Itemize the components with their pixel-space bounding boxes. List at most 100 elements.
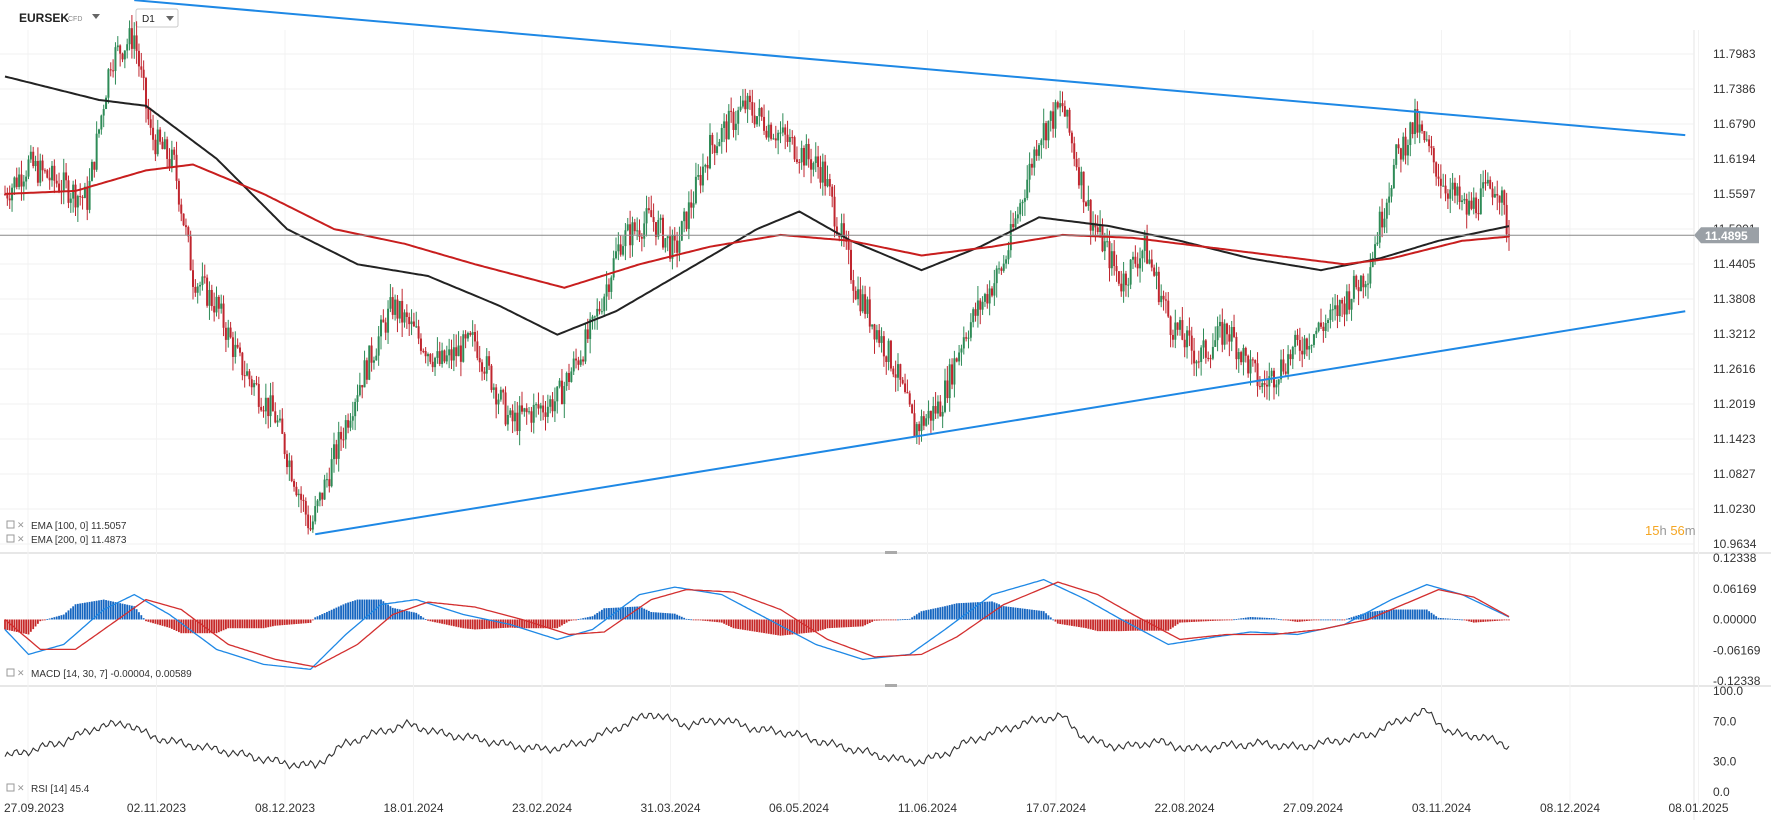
candle[interactable] xyxy=(196,283,199,304)
candle[interactable] xyxy=(46,168,49,179)
candle[interactable] xyxy=(1204,339,1207,364)
candle[interactable] xyxy=(330,447,333,488)
candle[interactable] xyxy=(401,288,404,337)
candle[interactable] xyxy=(1174,309,1177,349)
candle[interactable] xyxy=(1038,142,1040,161)
candle[interactable] xyxy=(598,301,601,315)
candle[interactable] xyxy=(560,369,563,405)
candle[interactable] xyxy=(107,68,110,104)
candle[interactable] xyxy=(311,515,314,533)
candle[interactable] xyxy=(121,52,124,63)
pane-resize-handle[interactable] xyxy=(885,684,897,687)
candle[interactable] xyxy=(610,275,613,299)
candle[interactable] xyxy=(927,400,930,425)
candle[interactable] xyxy=(1073,136,1076,167)
candle[interactable] xyxy=(774,125,777,149)
candle[interactable] xyxy=(1207,351,1210,362)
candle[interactable] xyxy=(640,233,643,252)
candle[interactable] xyxy=(788,128,791,153)
candle[interactable] xyxy=(356,384,359,412)
candle[interactable] xyxy=(1256,352,1259,397)
candle[interactable] xyxy=(1439,164,1442,199)
candle[interactable] xyxy=(253,379,256,396)
candle[interactable] xyxy=(1310,344,1313,353)
candle[interactable] xyxy=(842,213,845,247)
candle[interactable] xyxy=(723,113,726,143)
candle[interactable] xyxy=(62,158,65,205)
candle[interactable] xyxy=(231,331,234,371)
candle[interactable] xyxy=(147,98,150,126)
candle[interactable] xyxy=(899,363,902,387)
candle[interactable] xyxy=(826,165,829,188)
candle[interactable] xyxy=(41,154,44,182)
candle[interactable] xyxy=(370,337,373,372)
candle[interactable] xyxy=(314,495,317,525)
candle[interactable] xyxy=(445,345,448,365)
candle[interactable] xyxy=(1479,173,1482,215)
candle[interactable] xyxy=(222,295,225,337)
candle[interactable] xyxy=(650,195,653,218)
candle[interactable] xyxy=(918,421,921,445)
candle[interactable] xyxy=(929,410,932,433)
candle[interactable] xyxy=(464,330,467,349)
candle[interactable] xyxy=(1470,192,1473,211)
candle[interactable] xyxy=(1075,151,1078,171)
candle[interactable] xyxy=(1362,273,1365,299)
rsi-legend[interactable]: ✕ RSI [14] 45.4 xyxy=(6,783,90,795)
candle[interactable] xyxy=(911,403,914,414)
candle[interactable] xyxy=(713,144,716,166)
candle[interactable] xyxy=(192,259,194,300)
candle[interactable] xyxy=(1404,127,1407,165)
candle[interactable] xyxy=(756,115,758,127)
candle[interactable] xyxy=(854,286,857,301)
candle[interactable] xyxy=(1221,308,1224,353)
candle[interactable] xyxy=(1108,230,1111,282)
candle[interactable] xyxy=(441,342,444,368)
candle[interactable] xyxy=(382,309,385,323)
candle[interactable] xyxy=(459,336,462,377)
candle[interactable] xyxy=(577,356,580,371)
candle[interactable] xyxy=(915,421,918,445)
candle[interactable] xyxy=(988,280,991,316)
candle[interactable] xyxy=(563,381,566,419)
candle[interactable] xyxy=(1376,232,1379,246)
ema200-legend[interactable]: ✕ EMA [200, 0] 11.4873 xyxy=(6,534,127,546)
candle[interactable] xyxy=(450,339,453,369)
candle[interactable] xyxy=(347,413,350,434)
candle[interactable] xyxy=(791,130,794,145)
candle[interactable] xyxy=(1157,266,1160,306)
candle[interactable] xyxy=(187,225,190,243)
candle[interactable] xyxy=(711,132,714,154)
candle[interactable] xyxy=(495,384,498,419)
candle[interactable] xyxy=(1329,303,1332,329)
candle[interactable] xyxy=(948,358,951,412)
candle[interactable] xyxy=(1040,138,1043,159)
candle[interactable] xyxy=(1482,170,1485,197)
candle[interactable] xyxy=(549,395,552,414)
candle[interactable] xyxy=(1463,192,1466,205)
candle[interactable] xyxy=(972,307,975,328)
candle[interactable] xyxy=(798,158,801,174)
candle[interactable] xyxy=(1308,333,1311,360)
candle[interactable] xyxy=(786,120,789,147)
candle[interactable] xyxy=(664,237,667,253)
candle[interactable] xyxy=(556,386,559,414)
candle[interactable] xyxy=(58,172,61,194)
candle[interactable] xyxy=(29,145,32,163)
candle[interactable] xyxy=(488,351,491,371)
candle[interactable] xyxy=(779,121,782,144)
candle[interactable] xyxy=(887,338,890,371)
candle[interactable] xyxy=(502,388,505,405)
candle[interactable] xyxy=(544,400,547,431)
candle[interactable] xyxy=(1016,206,1019,224)
candle[interactable] xyxy=(709,123,711,170)
candle[interactable] xyxy=(760,106,763,121)
candle[interactable] xyxy=(1188,317,1191,347)
candle[interactable] xyxy=(140,52,143,78)
candle[interactable] xyxy=(81,195,84,210)
candle[interactable] xyxy=(584,322,587,365)
candle[interactable] xyxy=(323,474,326,500)
candle[interactable] xyxy=(51,161,53,187)
candle[interactable] xyxy=(391,287,394,320)
candle[interactable] xyxy=(1254,359,1257,373)
